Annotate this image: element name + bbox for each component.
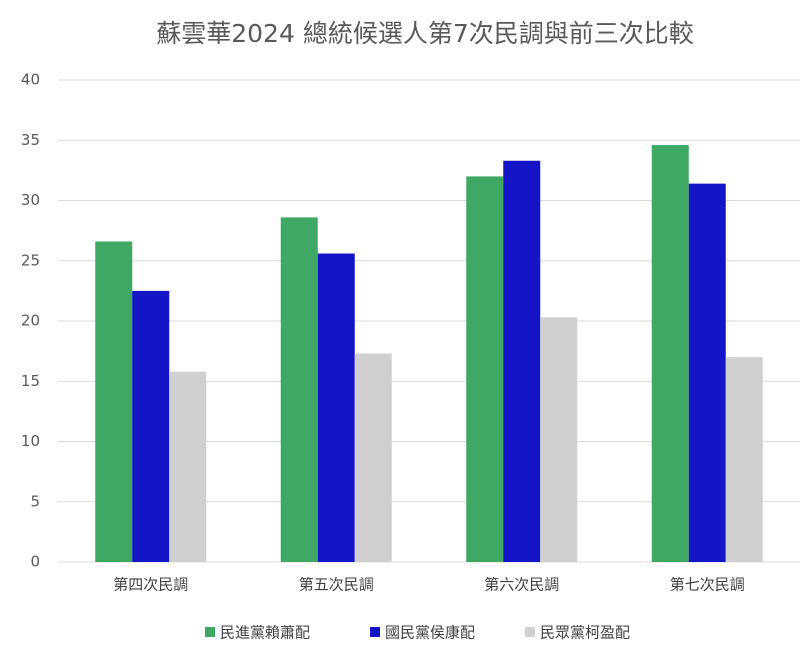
y-tick-label: 40 <box>21 71 40 89</box>
bar <box>466 176 504 562</box>
y-tick-label: 15 <box>21 372 40 390</box>
bar <box>317 253 355 562</box>
bar <box>95 241 133 562</box>
legend-label: 民眾黨柯盈配 <box>540 624 630 642</box>
legend-swatch <box>205 627 215 637</box>
y-tick-label: 35 <box>21 131 40 149</box>
bar <box>725 357 763 562</box>
x-tick-label: 第六次民調 <box>484 576 559 594</box>
legend-label: 民進黨賴蕭配 <box>220 624 310 642</box>
bar <box>169 371 207 562</box>
x-tick-label: 第四次民調 <box>113 576 188 594</box>
y-tick-label: 20 <box>21 312 40 330</box>
bar <box>651 145 689 562</box>
bar <box>132 290 170 562</box>
legend-swatch <box>525 627 535 637</box>
x-tick-label: 第五次民調 <box>299 576 374 594</box>
bar <box>688 183 726 562</box>
x-tick-label: 第七次民調 <box>670 576 745 594</box>
y-tick-label: 5 <box>30 492 40 510</box>
y-tick-label: 25 <box>21 251 40 269</box>
chart-title: 蘇雲華2024 總統候選人第7次民調與前三次比較 <box>156 19 693 48</box>
bar <box>354 353 392 562</box>
bar <box>280 217 318 562</box>
y-tick-label: 0 <box>30 553 40 571</box>
legend-swatch <box>370 627 380 637</box>
bar <box>503 160 541 563</box>
legend-label: 國民黨侯康配 <box>385 624 475 642</box>
y-tick-label: 10 <box>21 432 40 450</box>
bar <box>540 317 578 562</box>
y-tick-label: 30 <box>21 191 40 209</box>
